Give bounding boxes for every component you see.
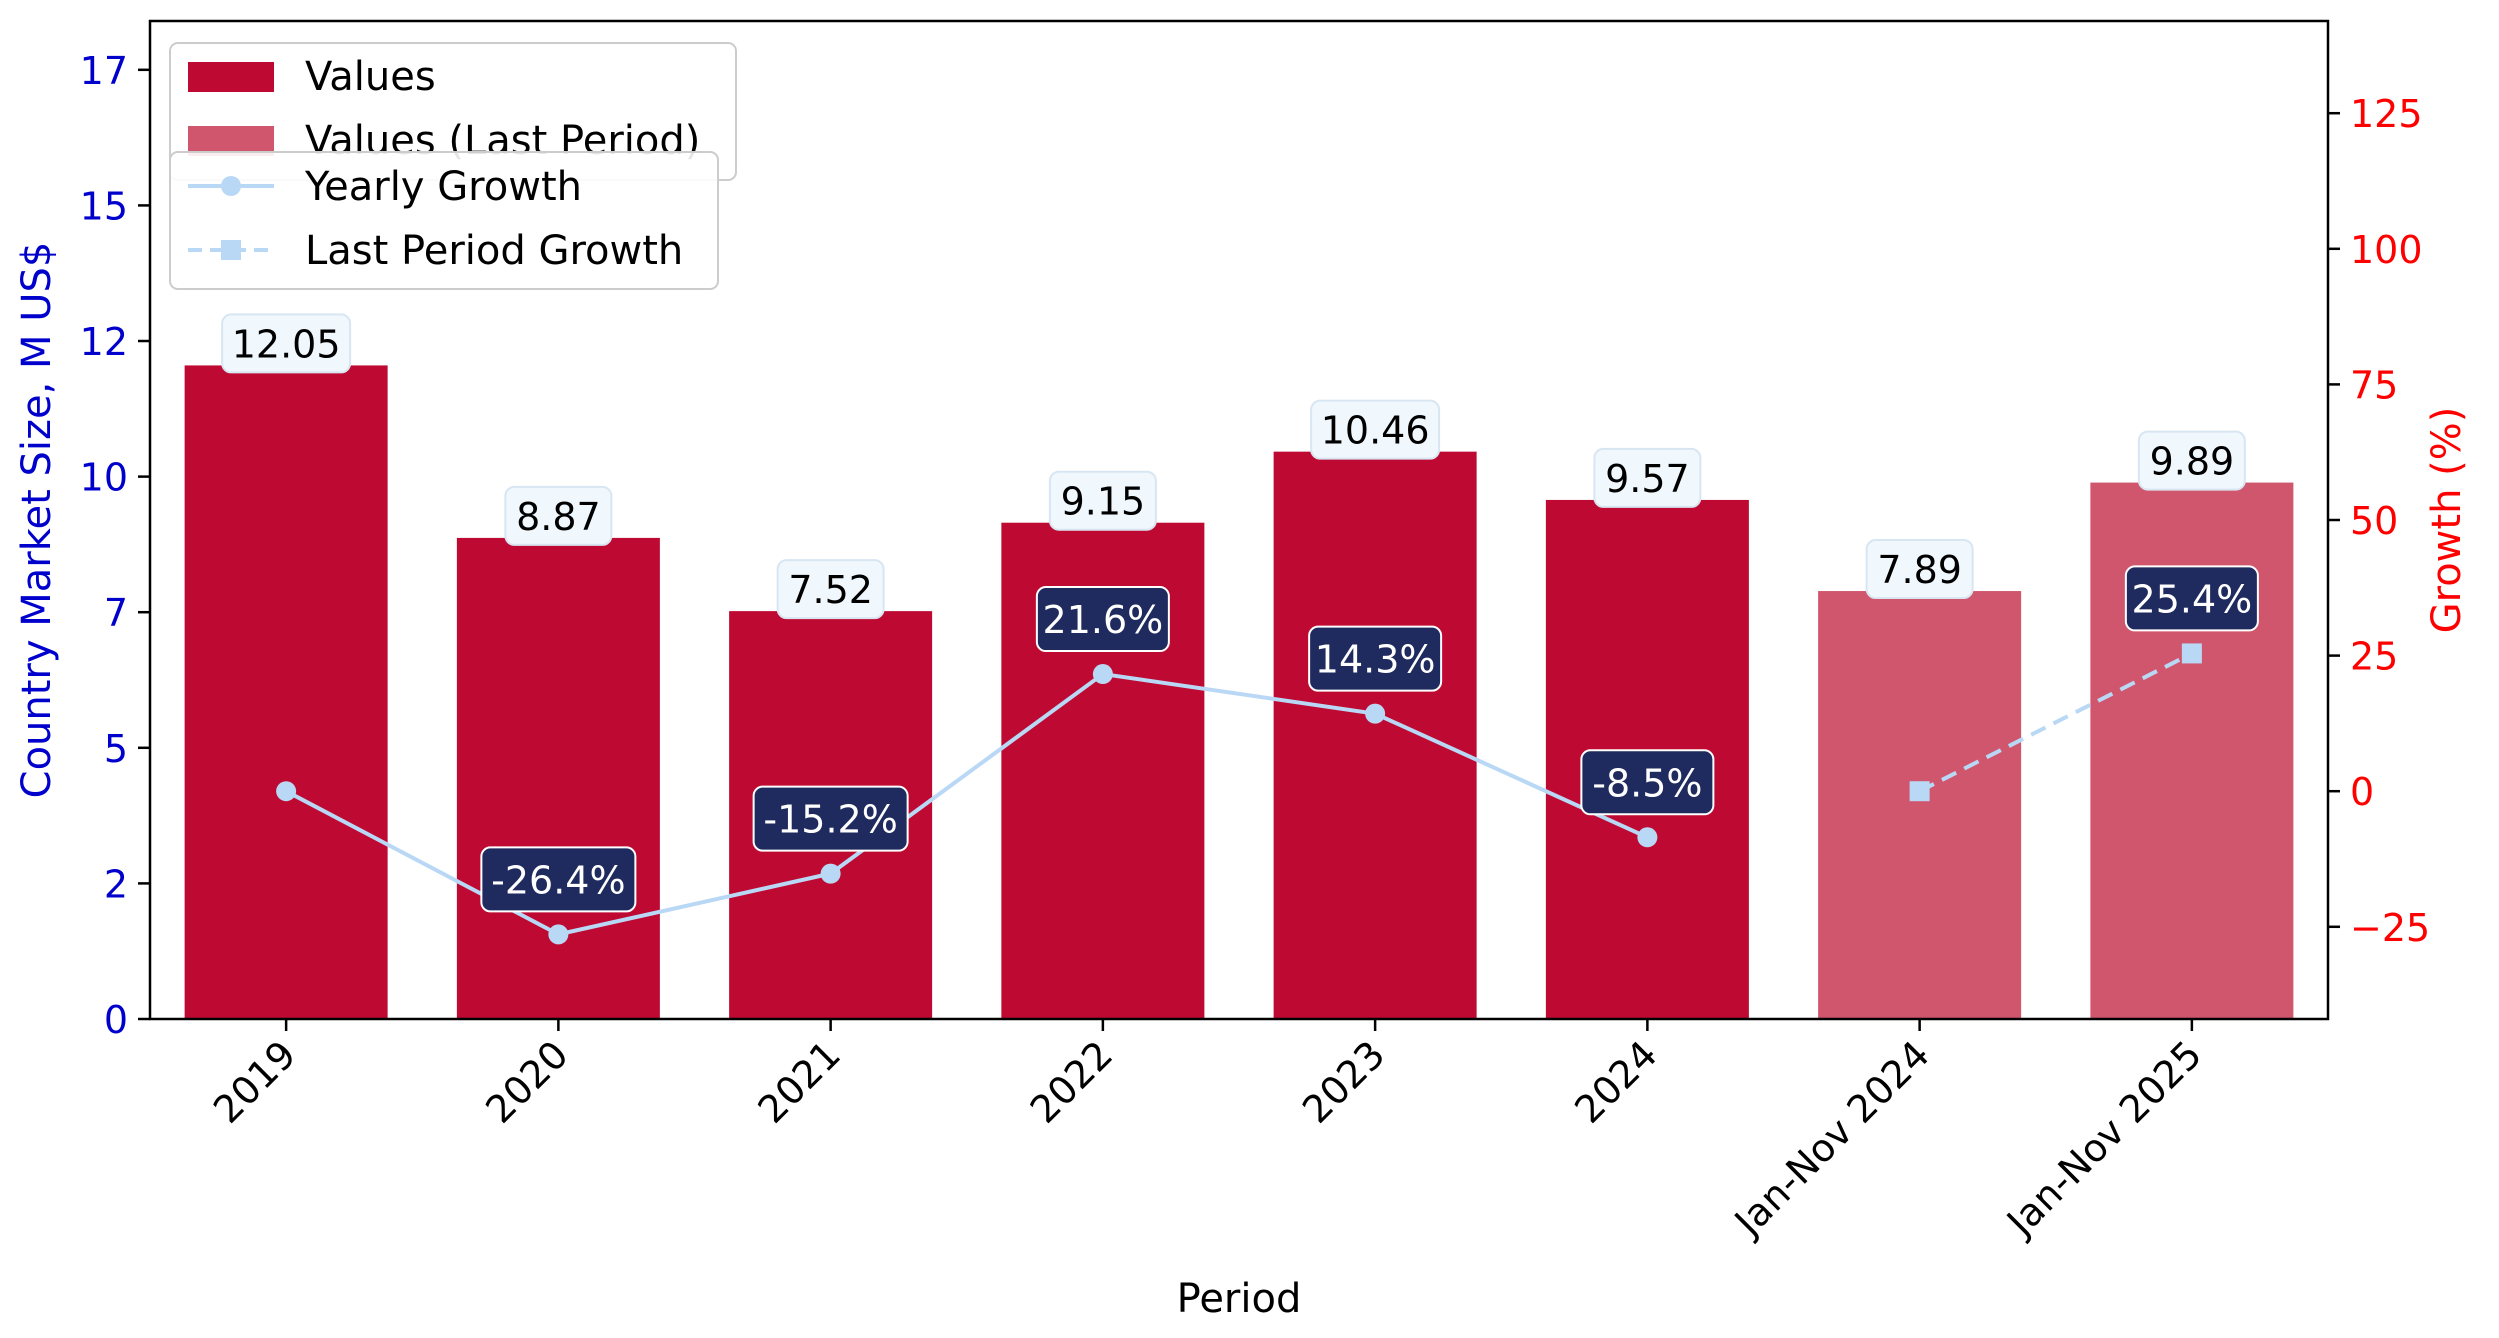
bar-label-box-4 xyxy=(1310,399,1441,460)
x-tick-label-1: 2020 xyxy=(477,1032,577,1132)
growth-label-3: 21.6% xyxy=(1043,598,1164,642)
growth-label-7: 25.4% xyxy=(2132,577,2253,621)
x-tick-label-7: Jan-Nov 2025 xyxy=(1997,1032,2210,1245)
growth-label-box-4 xyxy=(1308,625,1443,692)
bar-label-box-0 xyxy=(221,313,352,374)
y2-axis-title: Growth (%) xyxy=(2424,407,2470,634)
legend-lines-frame xyxy=(169,151,719,290)
y2-tick-label-2: 25 xyxy=(2350,635,2398,679)
yearly-growth-marker-0 xyxy=(276,781,297,802)
x-tick-label-6: Jan-Nov 2024 xyxy=(1725,1032,1938,1245)
growth-label-box-7 xyxy=(2124,565,2259,632)
x-tick-label-4: 2023 xyxy=(1294,1032,1394,1132)
bar-label-5: 9.57 xyxy=(1605,457,1690,501)
legend-label-0: Values xyxy=(305,54,436,100)
bar-label-2: 7.52 xyxy=(788,568,873,612)
y2-tick-label-0: −25 xyxy=(2350,906,2430,950)
bar-values-0 xyxy=(184,365,388,1020)
legend-lines: Yearly Growth Last Period Growth xyxy=(169,151,719,290)
yearly-growth-marker-5 xyxy=(1637,827,1658,848)
x-axis-title: Period xyxy=(1177,1276,1302,1322)
last-period-growth-marker-7 xyxy=(2181,643,2202,664)
y-tick-label-2: 5 xyxy=(104,727,128,771)
legend-line-label-0: Yearly Growth xyxy=(304,164,582,210)
growth-label-1: -26.4% xyxy=(491,858,625,902)
data-labels-layer: 12.05 8.87 7.52 9.15 10.46 9.57 7.89 9.89 -26.4%… xyxy=(221,313,2259,913)
y-tick-label-1: 2 xyxy=(104,862,128,906)
y-tick-label-7: 17 xyxy=(80,49,128,93)
y-tick-label-4: 10 xyxy=(80,456,128,500)
x-tick-label-0: 2019 xyxy=(205,1032,305,1132)
growth-label-box-1 xyxy=(480,846,637,913)
bar-label-box-7 xyxy=(2137,430,2246,491)
bar-last-period-7 xyxy=(2090,482,2294,1019)
growth-label-box-3 xyxy=(1035,586,1170,653)
bar-label-3: 9.15 xyxy=(1061,480,1146,524)
bar-label-box-1 xyxy=(504,485,613,546)
y-tick-label-0: 0 xyxy=(104,998,128,1042)
yearly-growth-marker-1 xyxy=(548,924,569,945)
bar-label-0: 12.05 xyxy=(232,322,341,366)
bar-label-6: 7.89 xyxy=(1877,548,1962,592)
legend-marker-1 xyxy=(221,240,241,260)
y2-tick-label-4: 75 xyxy=(2350,363,2398,407)
y-tick-label-6: 15 xyxy=(80,184,128,228)
bar-values-1 xyxy=(456,537,660,1019)
growth-label-5: -8.5% xyxy=(1592,761,1702,805)
x-tick-label-5: 2024 xyxy=(1566,1032,1666,1132)
y-axis-title: Country Market Size, M US$ xyxy=(14,242,60,799)
yearly-growth-marker-2 xyxy=(820,863,841,884)
y-tick-label-3: 7 xyxy=(104,591,128,635)
growth-label-box-5 xyxy=(1580,749,1715,816)
y2-tick-label-5: 100 xyxy=(2350,228,2423,272)
growth-label-2: -15.2% xyxy=(763,798,897,842)
y2-tick-label-1: 0 xyxy=(2350,770,2374,814)
yearly-growth-marker-4 xyxy=(1365,703,1386,724)
y-tick-label-5: 12 xyxy=(80,320,128,364)
legend-marker-0 xyxy=(221,176,241,196)
y2-tick-label-3: 50 xyxy=(2350,499,2398,543)
bar-label-box-2 xyxy=(776,559,885,620)
bar-last-period-6 xyxy=(1818,591,2022,1019)
legend-swatch-0 xyxy=(188,62,274,92)
x-tick-label-2: 2021 xyxy=(749,1032,849,1132)
x-tick-label-3: 2022 xyxy=(1022,1032,1122,1132)
bar-values-4 xyxy=(1273,451,1477,1019)
growth-label-4: 14.3% xyxy=(1315,638,1436,682)
last-period-growth-line xyxy=(1918,651,2193,793)
bar-label-4: 10.46 xyxy=(1321,409,1430,453)
bar-label-box-6 xyxy=(1865,539,1974,600)
last-period-growth-marker-6 xyxy=(1909,781,1930,802)
bar-label-box-3 xyxy=(1048,470,1157,531)
y2-tick-label-6: 125 xyxy=(2350,92,2423,136)
bar-label-7: 9.89 xyxy=(2150,440,2235,484)
yearly-growth-marker-3 xyxy=(1092,664,1113,685)
legend-line-label-1: Last Period Growth xyxy=(305,228,683,274)
bar-label-box-5 xyxy=(1593,447,1702,508)
growth-label-box-2 xyxy=(752,785,909,852)
bar-label-1: 8.87 xyxy=(516,495,601,539)
